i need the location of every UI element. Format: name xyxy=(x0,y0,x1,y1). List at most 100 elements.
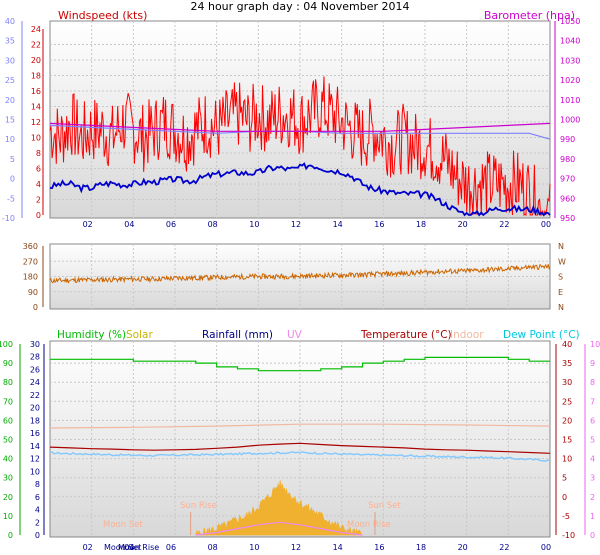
x-tick-label: 14 xyxy=(333,543,343,552)
x-tick-label: 06 xyxy=(166,543,176,552)
temperature-tick-label: 40 xyxy=(562,340,572,349)
humidity-tick-label: 30 xyxy=(3,474,13,483)
compass-tick-label: S xyxy=(558,273,563,282)
legend-item: Dew Point (°C) xyxy=(503,329,580,341)
wind-grid xyxy=(50,21,550,218)
rainfall-tick-label: 0 xyxy=(35,531,40,540)
wind-series xyxy=(49,76,551,217)
temperature-tick-label: 35 xyxy=(562,359,572,368)
x-tick-label: 06 xyxy=(166,220,176,229)
barometer-axis: 1050 1040 1030 1020 1010 1000 990 980 970 960 950 xyxy=(554,17,580,223)
humidity-tick-label: 40 xyxy=(3,455,13,464)
x-tick-label: 18 xyxy=(416,543,426,552)
windspeed-tick-label: 8 xyxy=(36,149,41,158)
legend-item: Indoor xyxy=(450,329,484,341)
barometer-tick-label: 980 xyxy=(560,155,575,164)
legend-item: Rainfall (mm) xyxy=(202,329,273,341)
x-tick-label: 00 xyxy=(541,543,551,552)
temperature-tick-label: 0 xyxy=(562,493,567,502)
humidity-tick-label: 0 xyxy=(8,531,13,540)
outer-tick-label: 35 xyxy=(5,37,15,46)
legend-item: Solar xyxy=(126,329,153,341)
outer-tick-label: 0 xyxy=(10,175,15,184)
x-tick-label: 04 xyxy=(124,543,134,552)
rainfall-tick-label: 6 xyxy=(35,493,40,502)
windspeed-tick-label: 24 xyxy=(31,25,41,34)
uv-tick-label: 4 xyxy=(590,455,595,464)
compass-tick-label: E xyxy=(558,288,563,297)
barometer-tick-label: 1050 xyxy=(560,17,580,26)
barometer-tick-label: 1010 xyxy=(560,96,580,105)
rainfall-tick-label: 18 xyxy=(30,416,40,425)
humidity-tick-label: 10 xyxy=(3,512,13,521)
indoor-line xyxy=(49,423,551,429)
uv-tick-label: 2 xyxy=(590,493,595,502)
temperature-tick-label: 30 xyxy=(562,378,572,387)
direction-tick-label: 90 xyxy=(28,288,38,297)
windspeed-tick-label: 14 xyxy=(31,103,41,112)
compass-tick-label: N xyxy=(558,242,564,251)
outer-tick-label: -10 xyxy=(2,214,15,223)
temperature-line xyxy=(49,442,551,454)
direction-axis: 360 270 180 90 0 xyxy=(23,242,44,312)
uv-tick-label: 1 xyxy=(590,512,595,521)
rainfall-tick-label: 28 xyxy=(30,353,40,362)
wind-x-axis: 02 04 06 08 10 12 14 16 18 20 22 00 xyxy=(83,220,552,229)
windspeed-tick-label: 22 xyxy=(31,41,41,50)
humidity-tick-label: 20 xyxy=(3,493,13,502)
chart-title: 24 hour graph day : 04 November 2014 xyxy=(190,0,409,13)
barometer-tick-label: 1030 xyxy=(560,56,580,65)
humidity-tick-label: 100 xyxy=(0,340,13,349)
direction-tick-label: 0 xyxy=(33,303,38,312)
uv-tick-label: 7 xyxy=(590,397,595,406)
uv-tick-label: 0 xyxy=(590,531,595,540)
barometer-tick-label: 1020 xyxy=(560,76,580,85)
rainfall-tick-label: 24 xyxy=(30,378,40,387)
temperature-tick-label: 10 xyxy=(562,455,572,464)
x-tick-label: 12 xyxy=(291,543,301,552)
humidity-line xyxy=(50,356,550,372)
windspeed-tick-label: 0 xyxy=(36,211,41,220)
outer-tick-label: 25 xyxy=(5,76,15,85)
rainfall-tick-label: 2 xyxy=(35,518,40,527)
x-tick-label: 02 xyxy=(83,543,93,552)
barometer-tick-label: 950 xyxy=(560,214,575,223)
uv-tick-label: 6 xyxy=(590,416,595,425)
windspeed-tick-label: 6 xyxy=(36,165,41,174)
x-tick-label: 00 xyxy=(541,220,551,229)
outer-tick-label: 10 xyxy=(5,135,15,144)
humidity-x-axis: 02 04 06 08 10 12 14 16 18 20 22 00 xyxy=(83,543,552,552)
humidity-legend: Humidity (%) Solar Rainfall (mm) UV Temperat… xyxy=(57,329,580,341)
outer-tick-label: 30 xyxy=(5,56,15,65)
windspeed-line xyxy=(49,76,551,217)
x-tick-label: 10 xyxy=(249,543,259,552)
rainfall-tick-label: 26 xyxy=(30,365,40,374)
x-tick-label: 08 xyxy=(208,543,218,552)
rainfall-tick-label: 4 xyxy=(35,506,40,515)
windspeed-tick-label: 18 xyxy=(31,72,41,81)
barometer-secondary-line xyxy=(49,124,551,140)
uv-tick-label: 9 xyxy=(590,359,595,368)
direction-tick-label: 360 xyxy=(23,242,38,251)
outer-tick-label: 5 xyxy=(10,155,15,164)
temperature-axis: 40 35 30 25 20 15 10 5 0 -5 -10 xyxy=(555,340,575,540)
outer-left-axis: 40 35 30 25 20 15 10 5 0 -5 -10 xyxy=(2,17,23,223)
uv-tick-label: 10 xyxy=(590,340,600,349)
windspeed-tick-label: 20 xyxy=(31,56,41,65)
windspeed-tick-label: 4 xyxy=(36,180,41,189)
humidity-tick-label: 80 xyxy=(3,378,13,387)
rainfall-tick-label: 20 xyxy=(30,404,40,413)
temperature-tick-label: -5 xyxy=(562,512,570,521)
x-tick-label: 22 xyxy=(499,543,509,552)
moon-set-bottom-label: Moon Set xyxy=(104,543,141,552)
wind-average-line xyxy=(49,162,551,217)
outer-tick-label: 15 xyxy=(5,116,15,125)
astro-annotation: Moon Set xyxy=(103,520,143,530)
astro-annotation: Sun Set xyxy=(368,501,401,511)
outer-tick-label: 20 xyxy=(5,96,15,105)
x-tick-label: 20 xyxy=(458,220,468,229)
x-tick-label: 08 xyxy=(208,220,218,229)
